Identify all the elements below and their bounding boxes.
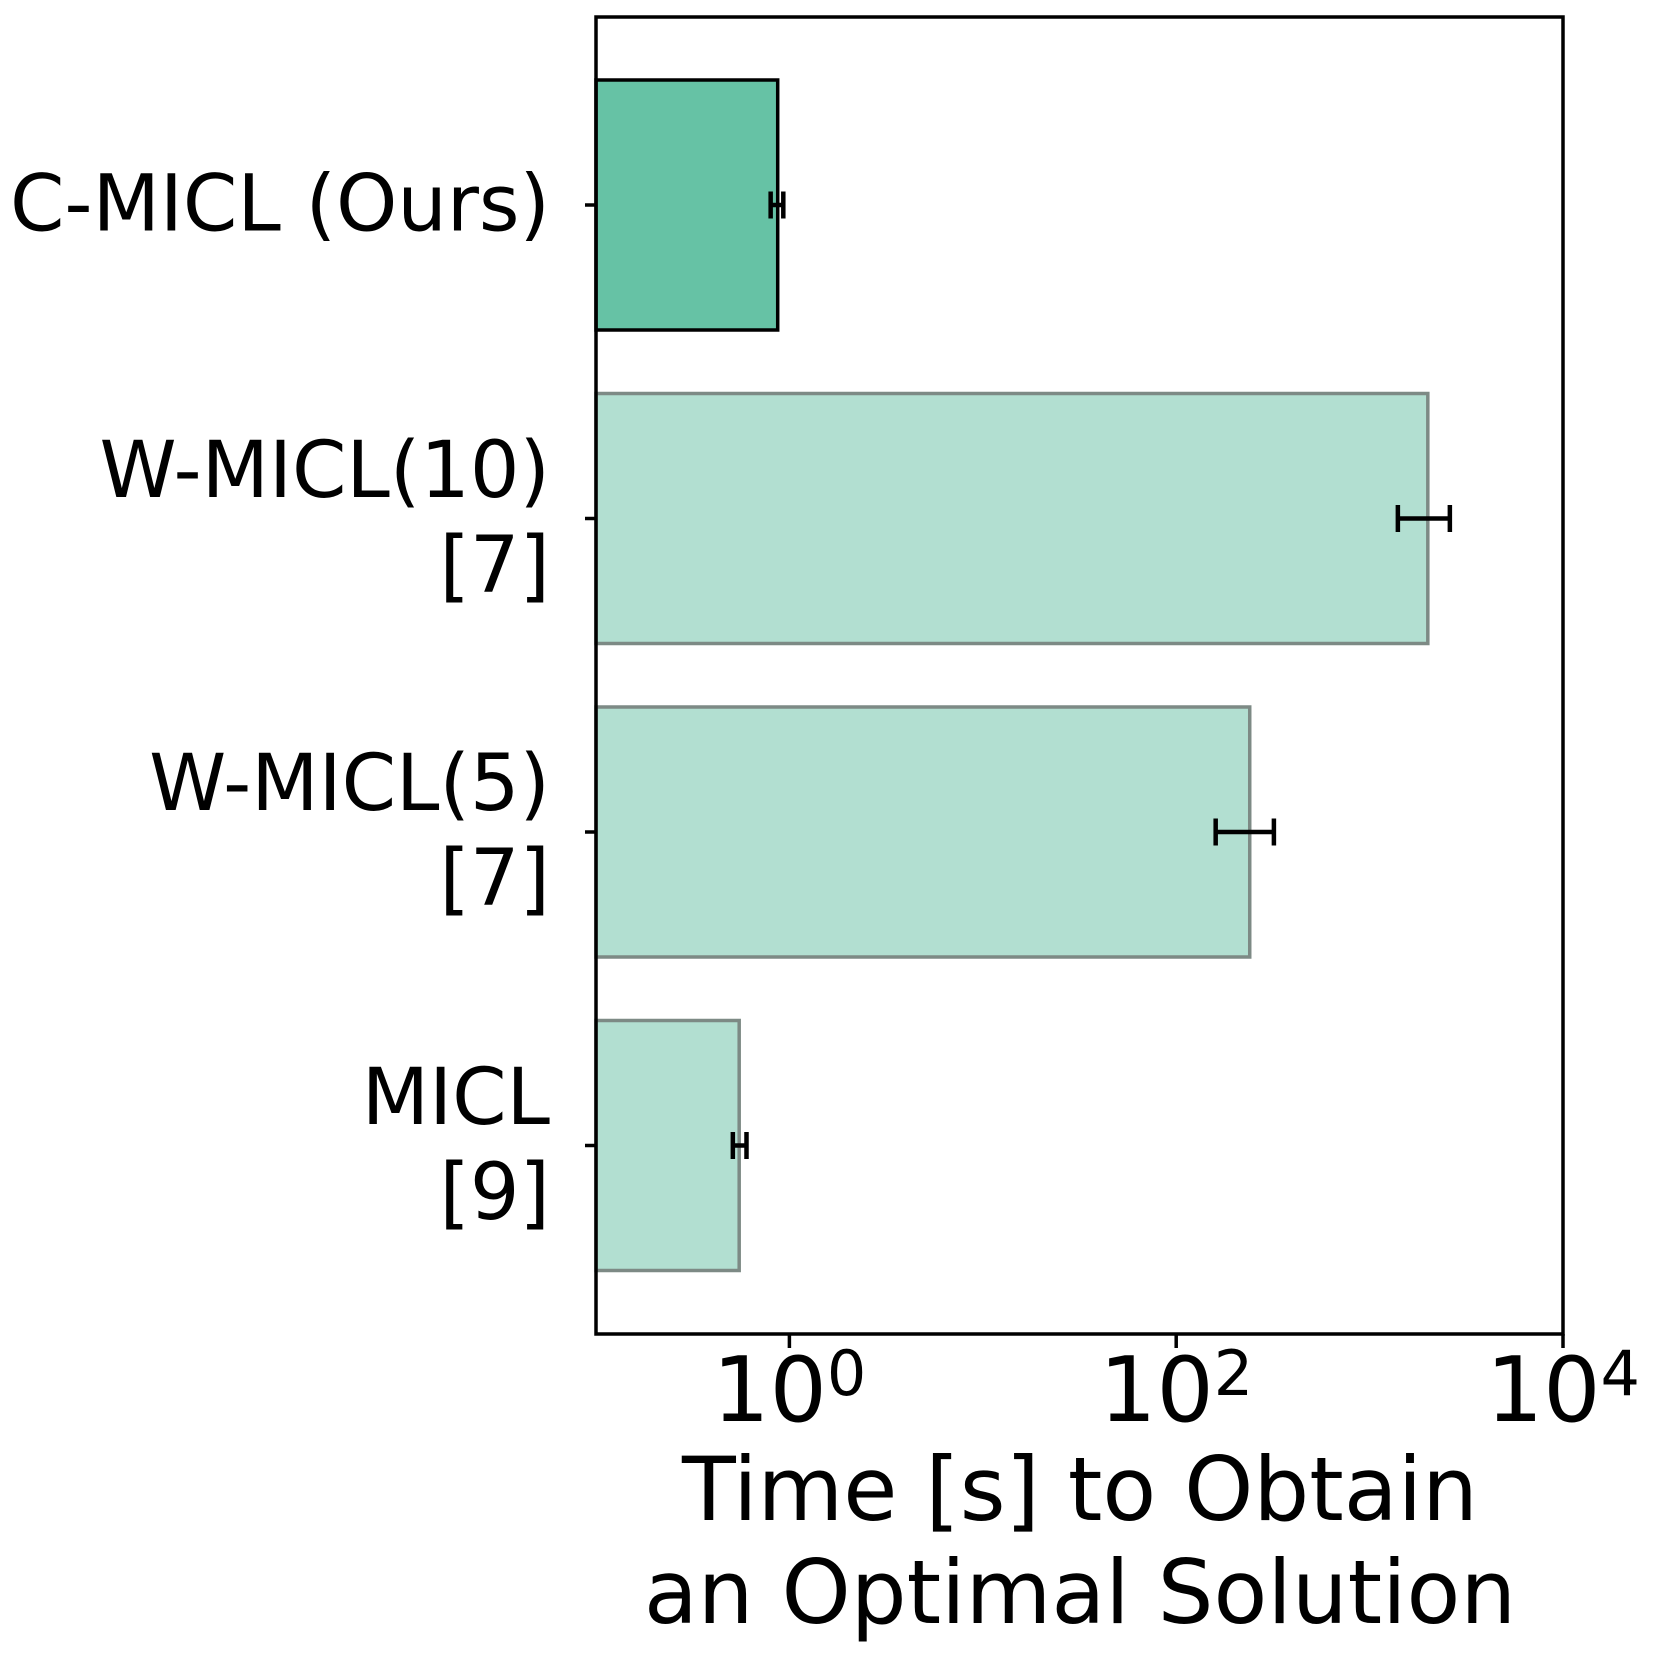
x-axis-title-line: Time [s] to Obtain bbox=[682, 1438, 1478, 1541]
x-tick-label: 104 bbox=[1486, 1342, 1640, 1440]
y-category-label-line: MICL bbox=[361, 1052, 550, 1143]
y-category-label-line: W-MICL(10) bbox=[99, 425, 550, 516]
x-tick-base: 10 bbox=[712, 1338, 827, 1443]
y-category-label: W-MICL(5) [7] bbox=[149, 737, 550, 927]
x-tick-base: 10 bbox=[1099, 1338, 1214, 1443]
x-tick-exponent: 4 bbox=[1600, 1336, 1640, 1410]
y-category-label-line: [7] bbox=[439, 834, 551, 924]
y-category-label: C-MICL (Ours) bbox=[10, 158, 550, 253]
x-axis-title: Time [s] to Obtain an Optimal Solution bbox=[644, 1438, 1516, 1644]
x-tick-label: 100 bbox=[712, 1342, 866, 1440]
bar bbox=[594, 391, 1430, 646]
y-category-label-line: [9] bbox=[439, 1147, 551, 1238]
y-category-label: W-MICL(10) [7] bbox=[100, 424, 550, 614]
axis-frame bbox=[594, 15, 1565, 1336]
y-category-label-line: C-MICL (Ours) bbox=[9, 159, 550, 250]
bar bbox=[594, 705, 1252, 959]
y-category-label: MICL [9] bbox=[362, 1051, 550, 1241]
x-tick-exponent: 2 bbox=[1213, 1336, 1254, 1410]
y-category-label-line: W-MICL(5) bbox=[149, 739, 550, 829]
x-tick-exponent: 0 bbox=[826, 1336, 867, 1410]
x-tick-base: 10 bbox=[1486, 1338, 1601, 1443]
x-tick-label: 102 bbox=[1099, 1342, 1253, 1440]
y-category-label-line: [7] bbox=[439, 520, 551, 611]
bar bbox=[594, 78, 780, 332]
bar bbox=[594, 1018, 741, 1273]
x-axis-title-line: an Optimal Solution bbox=[643, 1541, 1517, 1644]
